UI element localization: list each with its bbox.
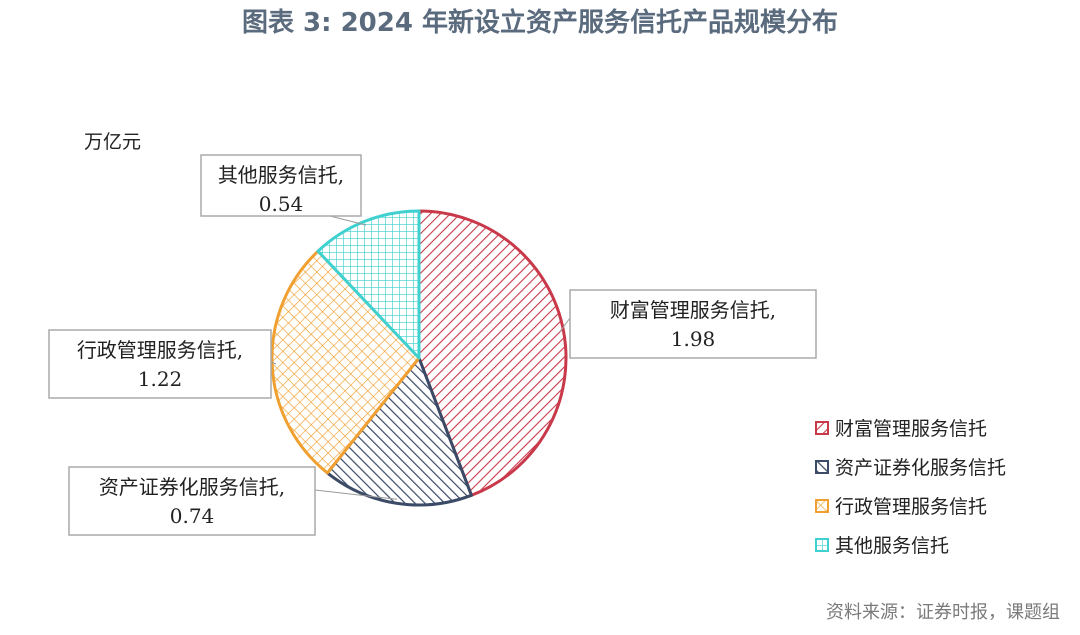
data-label-name-0: 财富管理服务信托, [610, 298, 776, 322]
chart-title: 图表 3: 2024 年新设立资产服务信托产品规模分布 [241, 8, 838, 38]
legend-item-2: 行政管理服务信托 [815, 486, 1006, 525]
data-label-value-0: 1.98 [671, 327, 716, 351]
pie-slice-1 [325, 356, 473, 507]
leader-line-3 [329, 215, 367, 226]
data-label-value-1: 0.74 [170, 504, 215, 528]
data-label-2: 行政管理服务信托, 1.22 [48, 329, 272, 399]
data-label-value-3: 0.54 [259, 192, 304, 216]
legend-label-2: 行政管理服务信托 [835, 496, 988, 518]
source-note: 资料来源：证券时报，课题组 [826, 602, 1060, 623]
unit-label: 万亿元 [84, 131, 142, 153]
legend-item-3: 其他服务信托 [815, 525, 1006, 564]
legend-swatch-3 [815, 537, 829, 552]
legend-swatch-2 [815, 498, 829, 513]
pie-slice-0 [417, 209, 568, 497]
legend-swatch-0 [815, 420, 829, 435]
pie-slice-3 [316, 209, 421, 360]
legend-item-1: 资产证券化服务信托 [815, 447, 1006, 486]
leader-line-0 [559, 317, 571, 333]
data-label-name-2: 行政管理服务信托, [77, 338, 243, 362]
data-label-name-1: 资产证券化服务信托, [99, 475, 285, 499]
data-label-name-3: 其他服务信托, [218, 163, 344, 187]
leader-line-1 [314, 489, 398, 500]
data-label-value-2: 1.22 [138, 367, 183, 391]
legend: 财富管理服务信托 资产证券化服务信托 行政管理服务信托 其他服务信托 [815, 408, 1006, 564]
data-label-1: 资产证券化服务信托, 0.74 [68, 466, 316, 536]
pie-slice-2 [270, 249, 421, 475]
leader-line-2 [270, 361, 277, 365]
data-label-3: 其他服务信托, 0.54 [200, 154, 362, 217]
data-label-0: 财富管理服务信托, 1.98 [569, 289, 817, 359]
legend-label-3: 其他服务信托 [835, 535, 950, 557]
legend-item-0: 财富管理服务信托 [815, 408, 1006, 447]
legend-label-1: 资产证券化服务信托 [835, 457, 1007, 479]
legend-swatch-1 [815, 459, 829, 474]
legend-label-0: 财富管理服务信托 [835, 418, 988, 440]
